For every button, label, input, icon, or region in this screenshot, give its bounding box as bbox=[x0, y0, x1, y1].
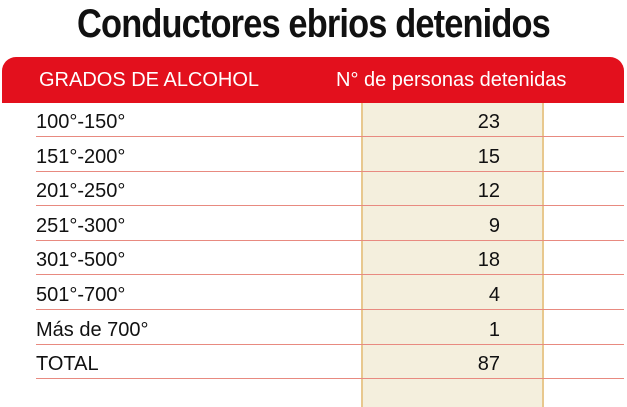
row-value: 23 bbox=[477, 111, 500, 133]
row-divider bbox=[36, 378, 624, 380]
row-value: 4 bbox=[488, 284, 500, 306]
row-category-label: 201°-250° bbox=[36, 180, 126, 203]
row-category-label: 501°-700° bbox=[36, 284, 126, 306]
row-divider bbox=[36, 274, 624, 276]
table-row: 251°-300° 9 bbox=[0, 207, 627, 241]
column-header-grados: GRADOS DE ALCOHOL bbox=[39, 69, 260, 91]
chart-title: Conductores ebrios detenidos bbox=[77, 2, 551, 46]
row-value: 12 bbox=[477, 180, 500, 203]
table-row: 151°-200° 15 bbox=[0, 138, 627, 172]
table-row: 501°-700° 4 bbox=[0, 276, 627, 310]
table-row: Más de 700° 1 bbox=[0, 311, 627, 345]
row-value: 18 bbox=[477, 249, 500, 272]
row-category-label: 100°-150° bbox=[36, 111, 126, 133]
row-divider bbox=[36, 309, 624, 310]
row-category-label: 301°-500° bbox=[36, 249, 126, 272]
row-divider bbox=[36, 239, 624, 241]
table-row: 301°-500° 18 bbox=[0, 241, 627, 276]
row-divider bbox=[36, 136, 624, 137]
row-divider bbox=[36, 205, 624, 207]
row-value: 15 bbox=[477, 145, 500, 168]
row-divider bbox=[36, 343, 624, 345]
table-header: GRADOS DE ALCOHOL N° de personas detenid… bbox=[2, 57, 624, 103]
table-row: 100°-150° 23 bbox=[0, 103, 627, 137]
row-category-label: TOTAL bbox=[36, 353, 99, 376]
row-category-label: Más de 700° bbox=[36, 318, 149, 341]
row-divider bbox=[36, 170, 624, 172]
row-category-label: 251°-300° bbox=[36, 214, 126, 237]
row-value: 1 bbox=[488, 318, 500, 341]
row-category-label: 151°-200° bbox=[36, 145, 126, 168]
row-value: 9 bbox=[488, 214, 500, 237]
row-value: 87 bbox=[477, 353, 500, 376]
column-header-personas: N° de personas detenidas bbox=[336, 69, 567, 91]
table-row: 201°-250° 12 bbox=[0, 172, 627, 207]
value-column-band bbox=[361, 103, 544, 407]
table-row: TOTAL 87 bbox=[0, 345, 627, 380]
